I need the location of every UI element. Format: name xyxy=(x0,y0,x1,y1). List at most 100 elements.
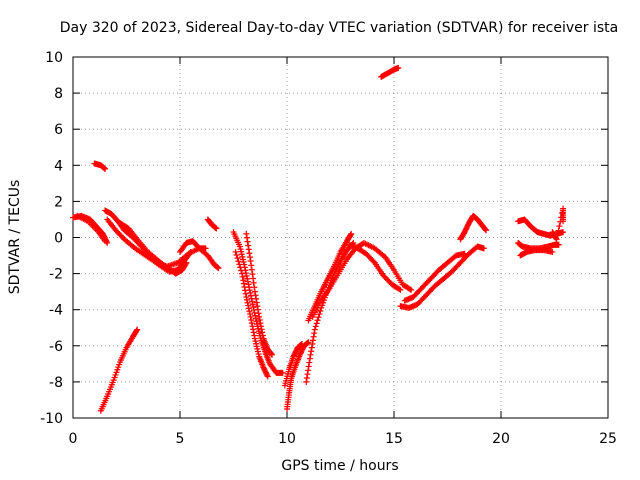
data-point xyxy=(554,231,561,238)
data-point xyxy=(202,245,209,252)
series-arc-4 xyxy=(97,326,141,414)
data-point xyxy=(305,339,312,346)
data-point xyxy=(182,260,189,267)
data-point xyxy=(235,258,242,265)
data-point xyxy=(244,299,251,306)
x-tick-label: 15 xyxy=(385,431,403,447)
series-arc-19 xyxy=(378,64,402,80)
data-point xyxy=(264,372,271,379)
data-point xyxy=(397,286,404,293)
y-tick-label: -10 xyxy=(40,411,63,427)
y-tick-label: -2 xyxy=(49,267,63,283)
data-point xyxy=(252,292,259,299)
data-point xyxy=(134,326,141,333)
x-tick-label: 0 xyxy=(69,431,78,447)
data-point xyxy=(246,308,253,315)
data-point xyxy=(249,323,256,330)
data-point xyxy=(264,373,271,380)
data-point xyxy=(256,317,263,324)
data-point xyxy=(242,287,249,294)
data-point xyxy=(258,326,265,333)
data-point xyxy=(248,262,255,269)
data-point xyxy=(238,267,245,274)
series-arc-3 xyxy=(91,160,109,172)
data-point xyxy=(242,290,249,297)
data-point xyxy=(279,369,286,376)
data-point xyxy=(560,218,567,225)
data-point xyxy=(308,344,315,351)
series-arc-21 xyxy=(401,250,468,304)
y-tick-label: 10 xyxy=(45,50,63,66)
data-point xyxy=(250,326,257,333)
data-point xyxy=(395,64,402,71)
x-axis-label: GPS time / hours xyxy=(281,458,398,474)
data-point xyxy=(252,312,259,319)
data-point xyxy=(315,314,322,321)
data-point xyxy=(309,337,316,344)
data-point xyxy=(253,299,260,306)
data-point xyxy=(183,259,190,266)
data-point xyxy=(247,313,254,320)
series-arc-9 xyxy=(204,216,220,232)
data-point xyxy=(250,275,257,282)
data-point xyxy=(237,264,244,271)
data-point xyxy=(253,318,260,325)
data-point xyxy=(306,355,313,362)
data-point xyxy=(347,231,354,238)
series-arc-26 xyxy=(549,205,567,243)
data-points xyxy=(70,64,567,414)
series-arc-2 xyxy=(74,212,109,245)
data-point xyxy=(311,330,318,337)
x-tick-label: 25 xyxy=(599,431,617,447)
data-point xyxy=(298,340,305,347)
series-arc-14 xyxy=(281,340,305,389)
grid-lines xyxy=(73,57,608,418)
plot-frame xyxy=(72,56,609,419)
data-point xyxy=(251,288,258,295)
data-point xyxy=(245,302,252,309)
y-tick-labels: -10 -8 -6 -4 -2 0 2 4 6 8 10 xyxy=(40,50,63,427)
data-point xyxy=(268,351,275,358)
data-point xyxy=(483,227,490,234)
data-point xyxy=(317,307,324,314)
data-point xyxy=(239,270,246,277)
data-point xyxy=(303,378,310,385)
y-tick-label: -4 xyxy=(49,303,63,319)
data-point xyxy=(243,272,250,279)
data-point xyxy=(258,323,265,330)
data-point xyxy=(305,363,312,370)
data-point xyxy=(253,295,260,302)
data-point xyxy=(308,348,315,355)
data-point xyxy=(133,327,140,334)
data-point xyxy=(247,289,254,296)
data-point xyxy=(247,257,254,264)
data-point xyxy=(256,313,263,320)
data-point xyxy=(246,250,253,257)
data-point xyxy=(249,298,256,305)
data-point xyxy=(348,230,355,237)
data-point xyxy=(306,359,313,366)
data-point xyxy=(233,252,240,259)
data-point xyxy=(102,238,109,245)
y-tick-label: 4 xyxy=(54,158,63,174)
data-point xyxy=(247,311,254,318)
data-point xyxy=(304,371,311,378)
series-arc-22 xyxy=(457,212,490,243)
data-point xyxy=(213,225,220,232)
data-point xyxy=(251,332,258,339)
y-tick-label: 0 xyxy=(54,231,63,247)
data-point xyxy=(396,286,403,293)
data-point xyxy=(243,296,250,303)
data-point xyxy=(303,375,310,382)
series-arc-11 xyxy=(232,248,271,380)
data-point xyxy=(101,236,108,243)
data-point xyxy=(549,248,556,255)
data-point xyxy=(259,329,266,336)
data-point xyxy=(243,234,250,241)
y-tick-label: -6 xyxy=(49,339,63,355)
series-arc-12 xyxy=(243,230,276,358)
data-point xyxy=(243,230,250,237)
data-point xyxy=(305,367,312,374)
